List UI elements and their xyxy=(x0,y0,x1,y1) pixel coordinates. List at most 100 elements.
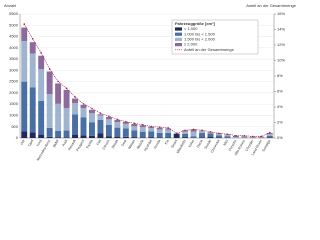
bar-segment xyxy=(182,133,189,138)
x-tick-label: Volvo xyxy=(188,139,196,148)
bar-segment xyxy=(131,126,138,131)
y-tick-label: 4000 xyxy=(9,45,19,50)
bar-segment xyxy=(55,103,62,131)
x-tick-label: Mitsubishi xyxy=(176,139,187,154)
bar-segment xyxy=(232,137,239,138)
x-tick-label: Ford xyxy=(36,139,43,147)
bar-segment xyxy=(156,132,163,138)
x-tick-label: Porsche xyxy=(228,139,238,152)
bar-segment xyxy=(21,131,28,138)
share-point xyxy=(125,120,127,123)
bar-segment xyxy=(165,129,172,133)
bar-segment xyxy=(114,127,121,137)
legend-swatch xyxy=(175,43,182,47)
x-tick-label: Skoda xyxy=(111,139,119,149)
share-point xyxy=(252,135,254,138)
x-tick-label: Chrysler xyxy=(245,138,255,152)
bar-segment xyxy=(232,135,239,138)
share-point xyxy=(40,51,42,54)
y-tick-label: 5500 xyxy=(9,11,19,16)
bar-segment xyxy=(114,136,121,138)
legend-label: 1.500 bis < 2.000 xyxy=(184,36,216,41)
bar-segment xyxy=(139,127,146,132)
bar-segment xyxy=(72,134,78,138)
y-tick-label: 3000 xyxy=(9,67,19,72)
share-point xyxy=(48,68,51,70)
bar-segment xyxy=(80,117,87,136)
y-tick-label: 3500 xyxy=(9,56,19,61)
bar-segment xyxy=(165,132,172,138)
x-tick-label: Toyota xyxy=(85,139,94,150)
bar-segment xyxy=(165,137,172,138)
bar-segment xyxy=(29,87,36,133)
chart: Anzahl Anteil an der Gesamtmenge 0 500 100… xyxy=(4,3,297,161)
bar-segment xyxy=(131,137,138,138)
bar-segment xyxy=(156,127,163,130)
x-tick-label: Peugeot xyxy=(75,139,85,152)
y2-tick-label: 12% xyxy=(277,42,285,47)
bar-segment xyxy=(46,127,53,137)
bar-segment xyxy=(190,136,197,138)
bar-segment xyxy=(80,135,87,138)
x-tick-label: Fiat xyxy=(96,139,102,146)
bar-segment xyxy=(156,137,163,138)
share-point xyxy=(99,112,102,114)
bar-segment xyxy=(97,114,104,116)
x-tick-label: Renault xyxy=(67,139,76,151)
bar-segment xyxy=(63,108,70,131)
share-point xyxy=(226,133,229,135)
legend-swatch xyxy=(175,32,182,36)
share-point xyxy=(65,87,68,90)
share-point xyxy=(243,134,246,137)
y2-tick-label: 4% xyxy=(277,104,283,109)
y-tick-label: 1000 xyxy=(9,113,19,118)
share-line xyxy=(23,23,270,137)
bar-segment xyxy=(199,131,205,134)
share-point xyxy=(31,38,34,40)
share-point xyxy=(74,96,76,98)
share-point xyxy=(268,131,271,134)
bar-segment xyxy=(72,98,78,104)
x-tick-label: Seat xyxy=(121,139,128,147)
bar-segment xyxy=(190,129,197,132)
share-point xyxy=(108,115,110,118)
x-tick-label: Audi xyxy=(61,139,68,147)
bar-segment xyxy=(148,126,155,129)
bar-segment xyxy=(266,134,273,136)
share-point xyxy=(209,131,212,133)
legend-box xyxy=(171,19,259,55)
bar-segment xyxy=(46,94,53,128)
x-tick-label: Chevrolet xyxy=(210,139,221,154)
bar-segment xyxy=(131,124,138,127)
bar-segment xyxy=(97,133,104,138)
y-tick-label: 2500 xyxy=(9,79,19,84)
legend-swatch xyxy=(175,37,182,41)
bar-segment xyxy=(139,137,146,138)
share-point xyxy=(158,126,161,128)
bar-segment xyxy=(266,137,273,138)
bar-segment xyxy=(224,134,231,137)
bar-segment xyxy=(72,114,78,135)
bar-segment xyxy=(207,133,214,137)
bar-segment xyxy=(29,42,36,54)
share-point xyxy=(150,125,153,128)
bar-segment xyxy=(173,133,180,138)
bar-segment xyxy=(29,132,36,138)
x-tick-label: Suzuki xyxy=(204,139,213,150)
x-tick-label: Smart xyxy=(170,139,178,149)
bar-segment xyxy=(63,137,70,138)
bar-segment xyxy=(190,131,197,137)
legend-label: ≥ 2.000 xyxy=(184,42,198,47)
bar-segment xyxy=(148,128,155,132)
y2-tick-label: 8% xyxy=(277,73,283,78)
bar-segment xyxy=(122,128,129,137)
bar-segment xyxy=(105,136,112,138)
x-tick-label: Mini xyxy=(222,139,229,147)
share-point xyxy=(192,128,195,131)
bar-segment xyxy=(55,130,62,138)
bar-segment xyxy=(139,125,146,128)
bar-segment xyxy=(207,132,214,134)
bar-segment xyxy=(224,136,231,138)
bar-segment xyxy=(182,131,189,134)
